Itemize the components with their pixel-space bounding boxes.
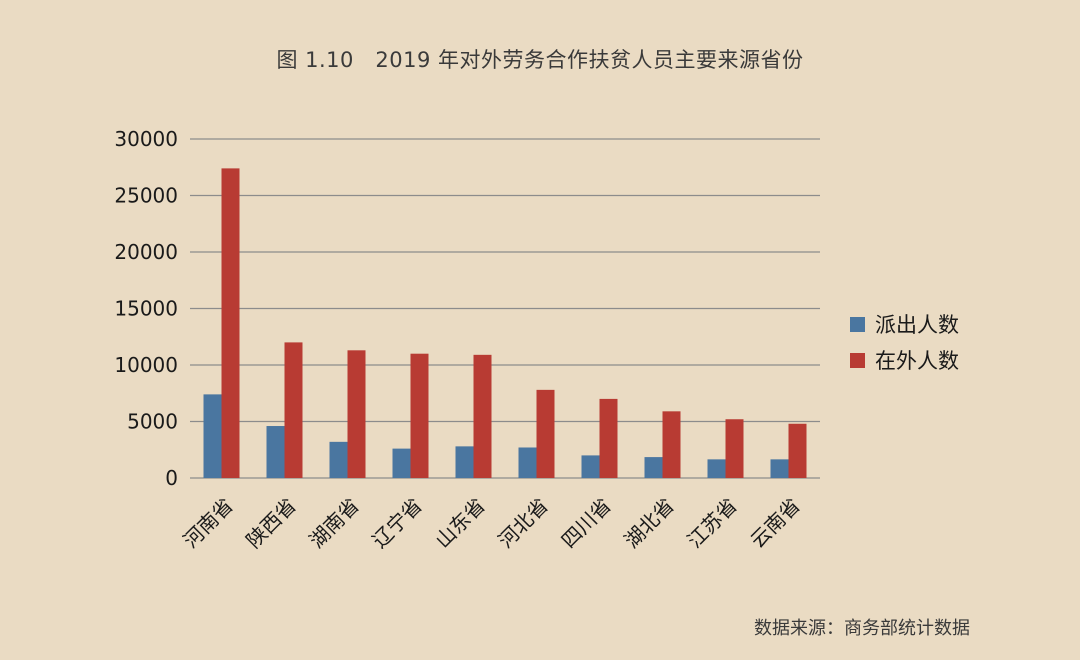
bar-series-1 — [392, 448, 411, 478]
bar-series-2 — [410, 353, 429, 478]
y-tick-label: 10000 — [114, 353, 178, 377]
x-tick-label: 山东省 — [430, 493, 489, 552]
bar-series-2 — [599, 398, 618, 478]
bar-series-2 — [788, 423, 807, 478]
x-tick-label: 湖南省 — [304, 493, 363, 552]
bar-series-2 — [221, 168, 240, 478]
bar-series-2 — [536, 389, 555, 478]
y-tick-label: 30000 — [114, 127, 178, 151]
bar-series-1 — [266, 426, 285, 478]
x-tick-label: 陕西省 — [241, 493, 300, 552]
y-tick-label: 5000 — [127, 410, 178, 434]
bar-series-2 — [347, 350, 366, 478]
bar-series-2 — [662, 411, 681, 478]
x-tick-label: 江苏省 — [682, 493, 741, 552]
x-tick-label: 河北省 — [493, 493, 552, 552]
bar-series-2 — [284, 342, 303, 478]
y-axis-tick-labels: 0 5000 10000 15000 20000 25000 30000 — [114, 127, 178, 490]
bar-series-1 — [770, 459, 789, 478]
bar-series-1 — [644, 457, 663, 478]
x-axis-tick-labels: 河南省 陕西省 湖南省 辽宁省 山东省 河北省 四川省 湖北省 江苏省 云南省 — [178, 493, 804, 552]
bar-series-2 — [725, 419, 744, 478]
x-tick-label: 四川省 — [556, 493, 615, 552]
legend-item-series-2: 在外人数 — [850, 342, 959, 378]
bar-series-1 — [518, 447, 537, 478]
chart-title: 图 1.10 2019 年对外劳务合作扶贫人员主要来源省份 — [276, 48, 804, 72]
legend-swatch-series-2 — [850, 352, 865, 368]
bar-series-1 — [581, 455, 600, 478]
bar-series-1 — [455, 446, 474, 478]
legend-item-series-1: 派出人数 — [850, 306, 959, 342]
bar-series-1 — [329, 441, 348, 478]
bar-series-1 — [707, 459, 726, 478]
x-tick-label: 云南省 — [745, 493, 804, 552]
y-tick-label: 15000 — [114, 297, 178, 321]
bar-series-2 — [473, 354, 492, 478]
legend-label-series-1: 派出人数 — [875, 313, 959, 337]
legend-swatch-series-1 — [850, 316, 865, 332]
y-tick-label: 20000 — [114, 240, 178, 264]
bar-series-1 — [203, 394, 222, 478]
legend: 派出人数 在外人数 — [850, 306, 959, 378]
source-note: 数据来源：商务部统计数据 — [754, 618, 970, 639]
x-tick-label: 辽宁省 — [367, 493, 426, 552]
y-tick-label: 25000 — [114, 184, 178, 208]
legend-label-series-2: 在外人数 — [875, 349, 959, 373]
y-tick-label: 0 — [165, 466, 178, 490]
x-tick-label: 河南省 — [178, 493, 237, 552]
bars — [203, 168, 807, 478]
x-tick-label: 湖北省 — [619, 493, 678, 552]
